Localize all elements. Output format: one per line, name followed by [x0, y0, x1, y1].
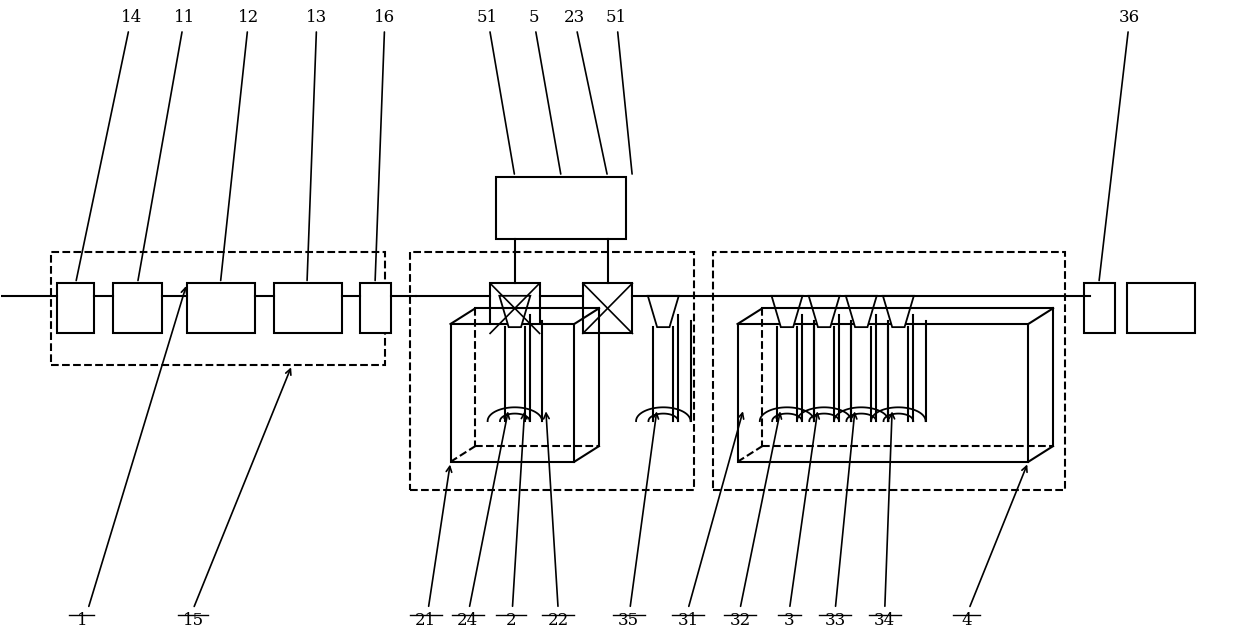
Text: 1: 1	[77, 612, 87, 629]
Bar	[496, 177, 626, 240]
Polygon shape	[500, 296, 531, 327]
Text: 51: 51	[477, 10, 515, 174]
Bar	[409, 252, 694, 490]
Text: 31: 31	[677, 612, 698, 629]
Polygon shape	[846, 296, 877, 327]
Text: 32: 32	[729, 612, 750, 629]
Bar	[583, 283, 632, 333]
Bar	[187, 283, 255, 333]
Text: 15: 15	[182, 612, 203, 629]
Polygon shape	[808, 296, 839, 327]
Text: 11: 11	[138, 10, 195, 281]
Text: 13: 13	[306, 10, 327, 280]
Text: 16: 16	[374, 10, 396, 280]
Text: 36: 36	[1099, 10, 1141, 280]
Bar	[1084, 283, 1115, 333]
Text: 12: 12	[221, 10, 259, 280]
Bar	[113, 283, 162, 333]
Polygon shape	[647, 296, 678, 327]
Text: 33: 33	[825, 612, 846, 629]
Bar	[450, 324, 574, 462]
Text: 21: 21	[415, 612, 436, 629]
Text: 35: 35	[618, 612, 640, 629]
Bar	[490, 283, 539, 333]
Bar	[360, 283, 391, 333]
Text: 51: 51	[605, 10, 632, 174]
Polygon shape	[883, 296, 914, 327]
Text: 2: 2	[506, 612, 516, 629]
Text: 3: 3	[784, 612, 795, 629]
Bar	[1127, 283, 1195, 333]
Text: 22: 22	[548, 612, 569, 629]
Polygon shape	[771, 296, 802, 327]
Text: 24: 24	[458, 612, 479, 629]
Bar	[51, 252, 384, 365]
Text: 34: 34	[874, 612, 895, 629]
Text: 14: 14	[76, 10, 141, 281]
Bar	[57, 283, 94, 333]
Bar	[738, 324, 1028, 462]
Bar	[713, 252, 1065, 490]
Text: 23: 23	[564, 10, 608, 174]
Text: 5: 5	[528, 10, 560, 174]
Bar	[274, 283, 342, 333]
Text: 4: 4	[961, 612, 972, 629]
